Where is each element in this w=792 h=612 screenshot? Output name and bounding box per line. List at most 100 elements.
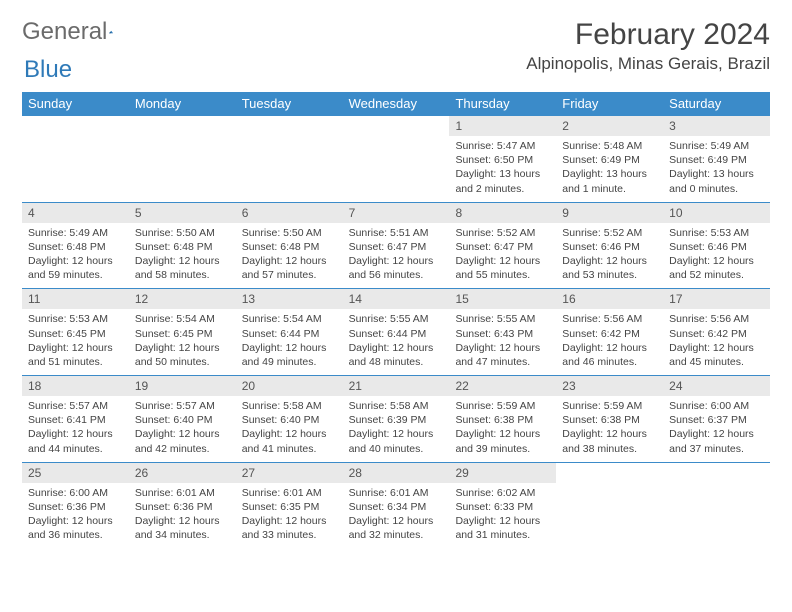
day-details: Sunrise: 5:47 AMSunset: 6:50 PMDaylight:… bbox=[449, 136, 556, 202]
day-number: 9 bbox=[556, 203, 663, 223]
sunset-text: Sunset: 6:36 PM bbox=[28, 500, 123, 514]
day-cell bbox=[129, 116, 236, 202]
sunset-text: Sunset: 6:45 PM bbox=[135, 327, 230, 341]
day-cell bbox=[22, 116, 129, 202]
day-cell: 22Sunrise: 5:59 AMSunset: 6:38 PMDayligh… bbox=[449, 376, 556, 462]
daylight-text: Daylight: 12 hours and 46 minutes. bbox=[562, 341, 657, 369]
week-row: 25Sunrise: 6:00 AMSunset: 6:36 PMDayligh… bbox=[22, 462, 770, 549]
day-cell: 13Sunrise: 5:54 AMSunset: 6:44 PMDayligh… bbox=[236, 289, 343, 375]
day-cell: 7Sunrise: 5:51 AMSunset: 6:47 PMDaylight… bbox=[343, 203, 450, 289]
sunset-text: Sunset: 6:45 PM bbox=[28, 327, 123, 341]
day-cell: 16Sunrise: 5:56 AMSunset: 6:42 PMDayligh… bbox=[556, 289, 663, 375]
day-cell: 3Sunrise: 5:49 AMSunset: 6:49 PMDaylight… bbox=[663, 116, 770, 202]
sunset-text: Sunset: 6:49 PM bbox=[669, 153, 764, 167]
day-cell: 24Sunrise: 6:00 AMSunset: 6:37 PMDayligh… bbox=[663, 376, 770, 462]
day-number: 5 bbox=[129, 203, 236, 223]
day-number: 7 bbox=[343, 203, 450, 223]
day-cell: 21Sunrise: 5:58 AMSunset: 6:39 PMDayligh… bbox=[343, 376, 450, 462]
sunrise-text: Sunrise: 5:55 AM bbox=[455, 312, 550, 326]
day-details: Sunrise: 5:50 AMSunset: 6:48 PMDaylight:… bbox=[129, 223, 236, 289]
sunrise-text: Sunrise: 5:50 AM bbox=[135, 226, 230, 240]
day-number: 4 bbox=[22, 203, 129, 223]
day-number: 15 bbox=[449, 289, 556, 309]
day-number: 25 bbox=[22, 463, 129, 483]
sunset-text: Sunset: 6:48 PM bbox=[135, 240, 230, 254]
sunrise-text: Sunrise: 5:58 AM bbox=[242, 399, 337, 413]
day-number: 16 bbox=[556, 289, 663, 309]
day-details: Sunrise: 5:59 AMSunset: 6:38 PMDaylight:… bbox=[449, 396, 556, 462]
day-cell bbox=[236, 116, 343, 202]
day-details: Sunrise: 6:00 AMSunset: 6:36 PMDaylight:… bbox=[22, 483, 129, 549]
sunset-text: Sunset: 6:38 PM bbox=[562, 413, 657, 427]
sunrise-text: Sunrise: 5:57 AM bbox=[28, 399, 123, 413]
daylight-text: Daylight: 12 hours and 31 minutes. bbox=[455, 514, 550, 542]
sunset-text: Sunset: 6:42 PM bbox=[562, 327, 657, 341]
day-number: 1 bbox=[449, 116, 556, 136]
sunrise-text: Sunrise: 5:48 AM bbox=[562, 139, 657, 153]
sunset-text: Sunset: 6:48 PM bbox=[242, 240, 337, 254]
sunrise-text: Sunrise: 5:54 AM bbox=[135, 312, 230, 326]
daylight-text: Daylight: 12 hours and 45 minutes. bbox=[669, 341, 764, 369]
day-details: Sunrise: 5:52 AMSunset: 6:47 PMDaylight:… bbox=[449, 223, 556, 289]
week-row: 4Sunrise: 5:49 AMSunset: 6:48 PMDaylight… bbox=[22, 202, 770, 289]
daylight-text: Daylight: 12 hours and 47 minutes. bbox=[455, 341, 550, 369]
sunrise-text: Sunrise: 5:49 AM bbox=[28, 226, 123, 240]
sunset-text: Sunset: 6:34 PM bbox=[349, 500, 444, 514]
week-row: 18Sunrise: 5:57 AMSunset: 6:41 PMDayligh… bbox=[22, 375, 770, 462]
day-details: Sunrise: 5:48 AMSunset: 6:49 PMDaylight:… bbox=[556, 136, 663, 202]
day-details: Sunrise: 5:56 AMSunset: 6:42 PMDaylight:… bbox=[556, 309, 663, 375]
day-details: Sunrise: 5:49 AMSunset: 6:48 PMDaylight:… bbox=[22, 223, 129, 289]
day-cell: 11Sunrise: 5:53 AMSunset: 6:45 PMDayligh… bbox=[22, 289, 129, 375]
daylight-text: Daylight: 12 hours and 50 minutes. bbox=[135, 341, 230, 369]
day-cell: 1Sunrise: 5:47 AMSunset: 6:50 PMDaylight… bbox=[449, 116, 556, 202]
daylight-text: Daylight: 13 hours and 0 minutes. bbox=[669, 167, 764, 195]
day-cell: 27Sunrise: 6:01 AMSunset: 6:35 PMDayligh… bbox=[236, 463, 343, 549]
sunrise-text: Sunrise: 5:53 AM bbox=[28, 312, 123, 326]
weekday-label: Thursday bbox=[449, 92, 556, 115]
weekday-label: Sunday bbox=[22, 92, 129, 115]
day-number: 28 bbox=[343, 463, 450, 483]
daylight-text: Daylight: 12 hours and 40 minutes. bbox=[349, 427, 444, 455]
logo-triangle-icon bbox=[109, 23, 114, 41]
day-number: 23 bbox=[556, 376, 663, 396]
day-details: Sunrise: 5:57 AMSunset: 6:41 PMDaylight:… bbox=[22, 396, 129, 462]
sunrise-text: Sunrise: 5:56 AM bbox=[669, 312, 764, 326]
day-details: Sunrise: 6:02 AMSunset: 6:33 PMDaylight:… bbox=[449, 483, 556, 549]
sunrise-text: Sunrise: 6:00 AM bbox=[669, 399, 764, 413]
day-cell: 17Sunrise: 5:56 AMSunset: 6:42 PMDayligh… bbox=[663, 289, 770, 375]
day-cell: 5Sunrise: 5:50 AMSunset: 6:48 PMDaylight… bbox=[129, 203, 236, 289]
day-number: 11 bbox=[22, 289, 129, 309]
day-number: 17 bbox=[663, 289, 770, 309]
sunset-text: Sunset: 6:44 PM bbox=[349, 327, 444, 341]
sunset-text: Sunset: 6:48 PM bbox=[28, 240, 123, 254]
sunrise-text: Sunrise: 5:51 AM bbox=[349, 226, 444, 240]
daylight-text: Daylight: 12 hours and 59 minutes. bbox=[28, 254, 123, 282]
sunset-text: Sunset: 6:47 PM bbox=[349, 240, 444, 254]
day-details: Sunrise: 5:53 AMSunset: 6:46 PMDaylight:… bbox=[663, 223, 770, 289]
day-number: 26 bbox=[129, 463, 236, 483]
title-block: February 2024 Alpinopolis, Minas Gerais,… bbox=[526, 18, 770, 74]
day-details: Sunrise: 5:55 AMSunset: 6:43 PMDaylight:… bbox=[449, 309, 556, 375]
day-number: 27 bbox=[236, 463, 343, 483]
sunrise-text: Sunrise: 6:01 AM bbox=[135, 486, 230, 500]
day-cell: 20Sunrise: 5:58 AMSunset: 6:40 PMDayligh… bbox=[236, 376, 343, 462]
day-number: 12 bbox=[129, 289, 236, 309]
weekday-label: Tuesday bbox=[236, 92, 343, 115]
day-cell: 14Sunrise: 5:55 AMSunset: 6:44 PMDayligh… bbox=[343, 289, 450, 375]
daylight-text: Daylight: 12 hours and 39 minutes. bbox=[455, 427, 550, 455]
sunset-text: Sunset: 6:40 PM bbox=[242, 413, 337, 427]
day-details: Sunrise: 5:58 AMSunset: 6:39 PMDaylight:… bbox=[343, 396, 450, 462]
sunrise-text: Sunrise: 5:59 AM bbox=[455, 399, 550, 413]
daylight-text: Daylight: 12 hours and 34 minutes. bbox=[135, 514, 230, 542]
day-details: Sunrise: 5:52 AMSunset: 6:46 PMDaylight:… bbox=[556, 223, 663, 289]
daylight-text: Daylight: 12 hours and 41 minutes. bbox=[242, 427, 337, 455]
day-cell: 4Sunrise: 5:49 AMSunset: 6:48 PMDaylight… bbox=[22, 203, 129, 289]
day-details: Sunrise: 6:00 AMSunset: 6:37 PMDaylight:… bbox=[663, 396, 770, 462]
day-number: 21 bbox=[343, 376, 450, 396]
day-details: Sunrise: 5:57 AMSunset: 6:40 PMDaylight:… bbox=[129, 396, 236, 462]
weekday-label: Monday bbox=[129, 92, 236, 115]
day-number: 3 bbox=[663, 116, 770, 136]
sunrise-text: Sunrise: 5:53 AM bbox=[669, 226, 764, 240]
day-details: Sunrise: 5:58 AMSunset: 6:40 PMDaylight:… bbox=[236, 396, 343, 462]
sunset-text: Sunset: 6:47 PM bbox=[455, 240, 550, 254]
